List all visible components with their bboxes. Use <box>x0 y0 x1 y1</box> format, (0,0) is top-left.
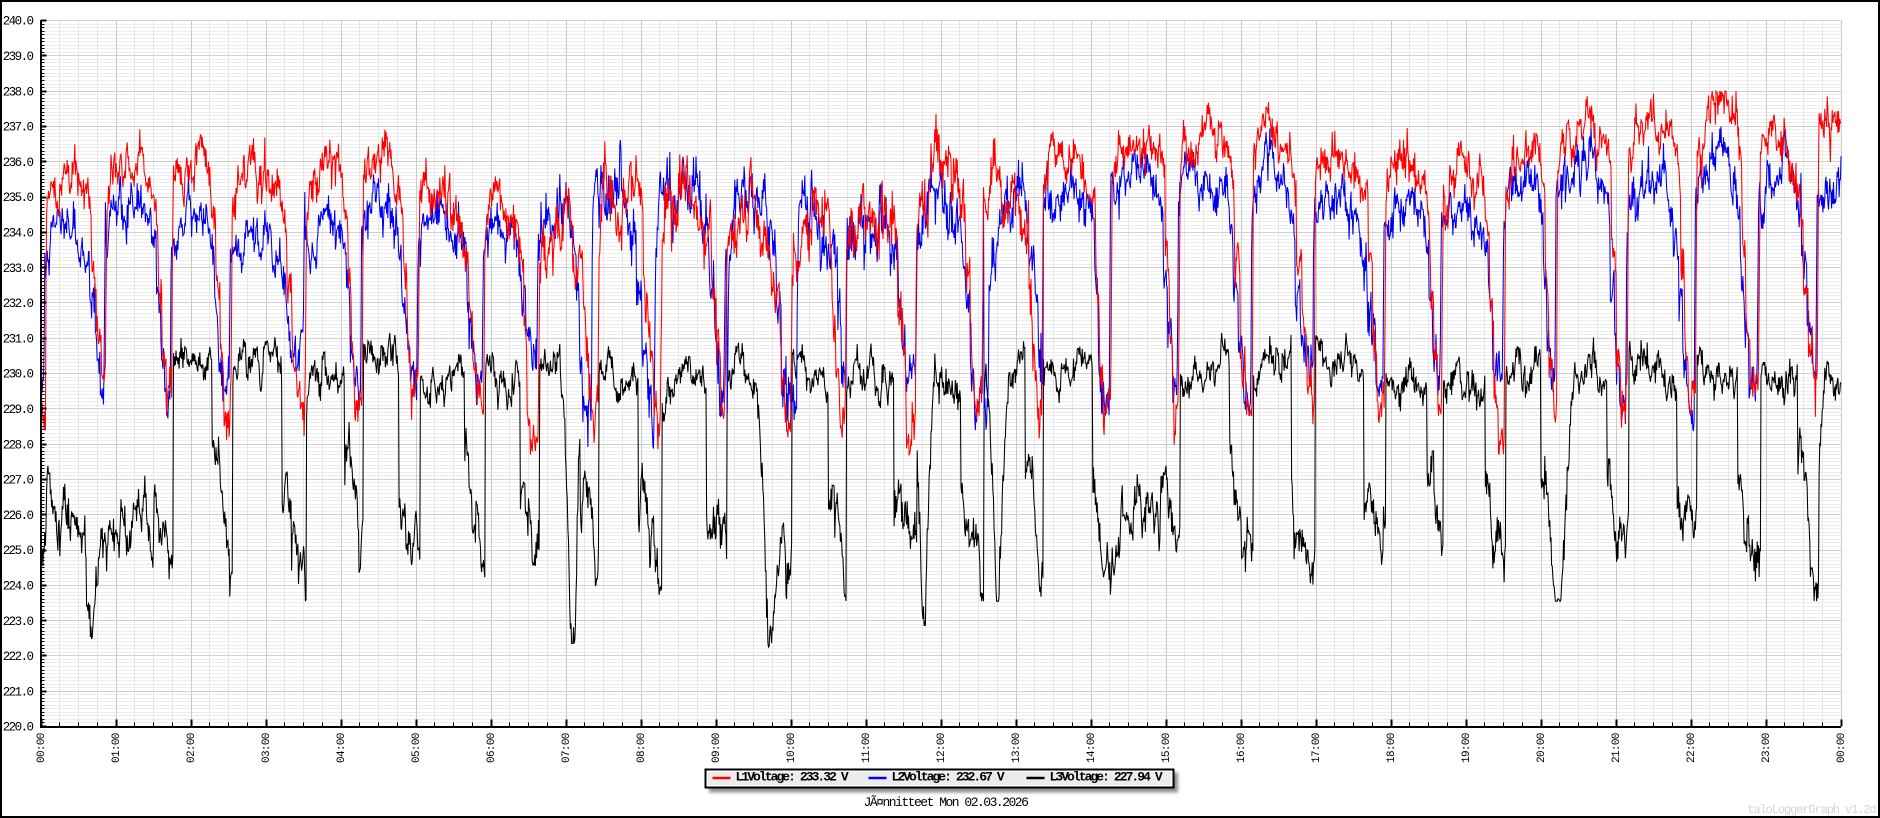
svg-text:234.0: 234.0 <box>3 227 34 241</box>
svg-text:15:00: 15:00 <box>1161 733 1173 763</box>
svg-text:02:00: 02:00 <box>186 733 198 763</box>
svg-text:22:00: 22:00 <box>1686 733 1698 763</box>
svg-text:00:00: 00:00 <box>36 733 48 763</box>
svg-text:12:00: 12:00 <box>936 733 948 763</box>
svg-text:16:00: 16:00 <box>1236 733 1248 763</box>
svg-text:232.0: 232.0 <box>3 297 34 311</box>
svg-text:07:00: 07:00 <box>561 733 573 763</box>
svg-text:13:00: 13:00 <box>1011 733 1023 763</box>
svg-text:03:00: 03:00 <box>261 733 273 763</box>
svg-text:09:00: 09:00 <box>711 733 723 763</box>
svg-text:231.0: 231.0 <box>3 332 34 346</box>
svg-text:18:00: 18:00 <box>1386 733 1398 763</box>
svg-text:00:00: 00:00 <box>1836 733 1848 763</box>
svg-text:01:00: 01:00 <box>111 733 123 763</box>
svg-text:238.0: 238.0 <box>3 85 34 99</box>
svg-text:236.0: 236.0 <box>3 156 34 170</box>
svg-text:19:00: 19:00 <box>1461 733 1473 763</box>
svg-text:L3Voltage: 227.94 V: L3Voltage: 227.94 V <box>1050 770 1163 785</box>
svg-text:05:00: 05:00 <box>411 733 423 763</box>
svg-text:229.0: 229.0 <box>3 403 34 417</box>
svg-text:L2Voltage: 232.67 V: L2Voltage: 232.67 V <box>892 770 1005 785</box>
svg-text:06:00: 06:00 <box>486 733 498 763</box>
svg-text:20:00: 20:00 <box>1536 733 1548 763</box>
svg-text:235.0: 235.0 <box>3 191 34 205</box>
svg-text:04:00: 04:00 <box>336 733 348 763</box>
svg-text:239.0: 239.0 <box>3 50 34 64</box>
svg-text:21:00: 21:00 <box>1611 733 1623 763</box>
svg-text:L1Voltage: 233.32 V: L1Voltage: 233.32 V <box>736 770 849 785</box>
svg-text:223.0: 223.0 <box>3 615 34 629</box>
svg-text:220.0: 220.0 <box>3 721 34 735</box>
svg-text:08:00: 08:00 <box>636 733 648 763</box>
svg-text:228.0: 228.0 <box>3 438 34 452</box>
svg-text:227.0: 227.0 <box>3 474 34 488</box>
svg-text:225.0: 225.0 <box>3 544 34 558</box>
svg-text:221.0: 221.0 <box>3 685 34 699</box>
svg-text:222.0: 222.0 <box>3 650 34 664</box>
svg-text:taloLoggerGraph v1.2d: taloLoggerGraph v1.2d <box>1747 803 1876 817</box>
svg-text:23:00: 23:00 <box>1761 733 1773 763</box>
svg-text:237.0: 237.0 <box>3 121 34 135</box>
svg-text:240.0: 240.0 <box>3 15 34 29</box>
svg-text:233.0: 233.0 <box>3 262 34 276</box>
svg-text:226.0: 226.0 <box>3 509 34 523</box>
svg-text:17:00: 17:00 <box>1311 733 1323 763</box>
svg-text:224.0: 224.0 <box>3 580 34 594</box>
svg-text:JÃ¤nnitteet Mon 02.03.2026: JÃ¤nnitteet Mon 02.03.2026 <box>864 795 1029 810</box>
svg-text:10:00: 10:00 <box>786 733 798 763</box>
svg-text:14:00: 14:00 <box>1086 733 1098 763</box>
svg-text:11:00: 11:00 <box>861 733 873 763</box>
svg-text:230.0: 230.0 <box>3 368 34 382</box>
